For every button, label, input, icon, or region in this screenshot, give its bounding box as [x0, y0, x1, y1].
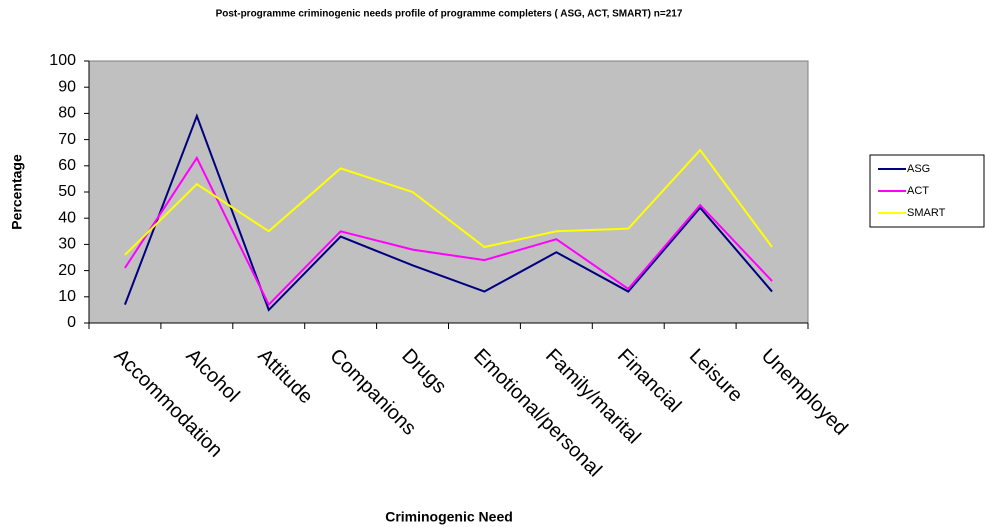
y-tick-label: 60 — [58, 157, 76, 174]
x-tick-label: Unemployed — [757, 345, 852, 440]
y-tick-label: 40 — [58, 209, 76, 226]
y-tick-label: 20 — [58, 262, 76, 279]
y-axis-label: Percentage — [9, 154, 25, 230]
x-axis-label: Criminogenic Need — [385, 509, 513, 525]
y-tick-label: 50 — [58, 183, 76, 200]
y-tick-label: 80 — [58, 105, 76, 122]
legend-label: ASG — [907, 163, 930, 175]
y-tick-label: 100 — [49, 52, 76, 69]
x-tick-label: Financial — [613, 345, 685, 417]
y-tick-label: 30 — [58, 236, 76, 253]
chart-title: Post-programme criminogenic needs profil… — [216, 9, 683, 20]
x-tick-label: Attitude — [253, 345, 317, 409]
y-tick-label: 10 — [58, 288, 76, 305]
x-tick-label: Leisure — [685, 345, 747, 407]
series-line — [124, 113, 773, 312]
y-tick-label: 70 — [58, 131, 76, 148]
legend-label: SMART — [907, 207, 946, 219]
legend-label: ACT — [907, 185, 929, 197]
x-tick-label: Drugs — [397, 345, 450, 398]
y-tick-label: 90 — [58, 78, 76, 95]
x-tick-label: Alcohol — [182, 345, 244, 407]
plot-area — [88, 60, 809, 324]
series-line — [124, 155, 773, 307]
x-tick-label: Emotional/personal — [469, 345, 606, 482]
y-tick-label: 0 — [67, 314, 76, 331]
series-line — [124, 148, 773, 256]
